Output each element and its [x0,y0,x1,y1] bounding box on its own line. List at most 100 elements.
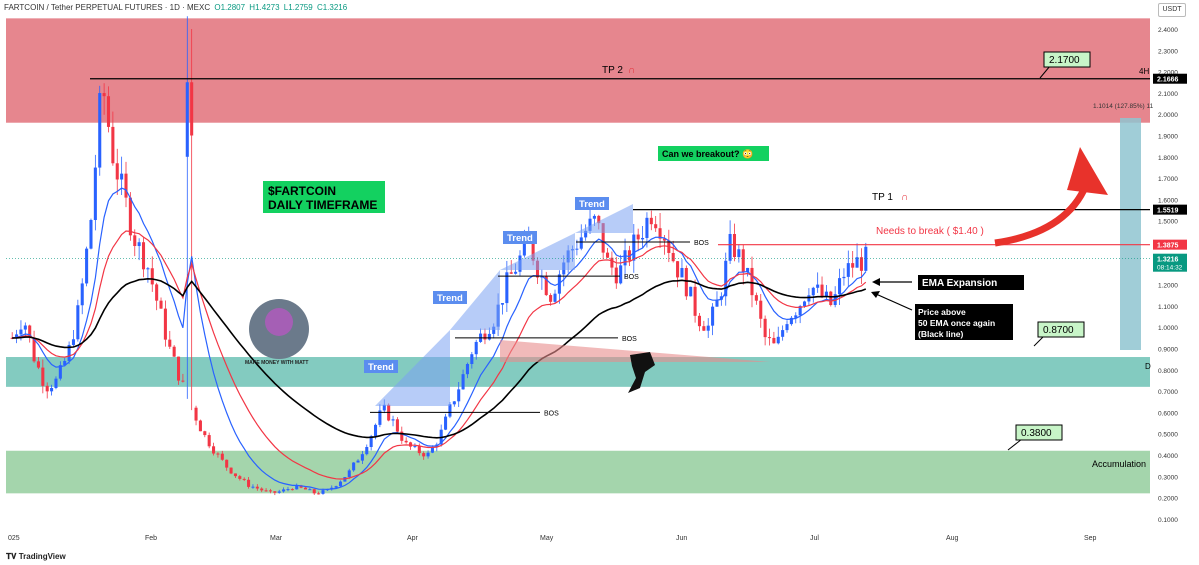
candle-body [177,356,181,381]
candle-body [233,473,237,477]
ninja-icon [628,352,655,393]
zone-0 [6,18,1150,123]
candle-body [382,404,386,411]
candle-body [430,447,434,453]
needs-break-label: Needs to break ( $1.40 ) [876,226,984,237]
target-0870-pointer [1033,335,1045,347]
target-0380-box [1015,424,1063,441]
x-tick-label: Feb [145,535,157,542]
candle-body [838,278,842,295]
x-tick-label: 025 [8,535,20,542]
candle-body [601,223,605,253]
candle-body [155,284,159,301]
red-arrow-head [1067,147,1108,195]
candle-body [575,248,579,250]
breakout-box [658,146,769,161]
x-tick-label: Aug [946,535,959,542]
candle-body [588,218,592,231]
candle-body [247,479,251,487]
tp1-label: TP 1 [872,192,893,203]
candle-body [422,453,426,457]
price-above-line-1: Price above [918,307,966,317]
brand-name: TradingView [18,552,66,561]
price-chart[interactable]: TP 2 ∩ TP 1 ∩ Needs to break ( $1.40 ) BOS BOS… [0,0,1199,548]
currency-badge[interactable]: USDT [1158,3,1186,17]
candle-body [715,299,719,307]
candle-body [461,374,465,390]
measure-label: 1.1014 (127.85%) 11 [1093,103,1154,110]
candle-body [452,401,456,405]
ohlc-open: O1.2807 [214,3,246,12]
candle-body [846,263,850,277]
candle-body [71,339,76,345]
bos-label-2: BOS [622,336,637,343]
candle-body [141,242,146,270]
candle-body [67,344,71,361]
candle-body [824,291,828,297]
candle-body [654,224,658,229]
candle-body [649,217,653,225]
candle-body [19,329,23,335]
candle-body [689,286,693,297]
candle-body [750,267,754,296]
ohlc-high: H1.4273 [249,3,280,12]
y-tick-label: 1.9000 [1158,134,1178,141]
candle-body [277,491,281,493]
y-tick-label: 1.8000 [1158,155,1178,162]
candle-body [627,250,631,261]
candle-body [619,265,623,284]
candle-body [181,380,185,382]
trend-label-2: Trend [507,233,533,244]
symbol-title: FARTCOIN / Tether PERPETUAL FUTURES · 1D… [4,3,211,12]
chart-footer: 𝐓𝐕 TradingView [0,548,1199,565]
trend-label-bg-1 [433,291,467,304]
magnet-icon: ∩ [628,65,635,76]
candle-body [505,272,509,304]
candle-body [225,459,229,468]
price-above-line-2: 50 EMA once again [918,318,995,328]
candle-body [50,387,54,392]
candle-body [483,333,487,340]
ema-expansion-text: EMA Expansion [922,278,997,289]
candle-body [312,489,316,494]
candle-body [106,96,111,127]
candle-body [855,257,859,268]
candle-body [273,491,277,493]
candle-body [373,424,378,437]
candle-body [789,317,793,325]
candle-body [347,470,351,478]
chart-header: FARTCOIN / Tether PERPETUAL FUTURES · 1D… [0,0,1159,16]
candle-body [299,485,303,488]
candle-body [829,291,833,306]
candle-body [360,454,364,461]
candle-body [45,385,49,392]
candle-body [851,263,855,268]
y-tick-label: 2.2000 [1158,70,1178,77]
candle-body [15,334,19,339]
candle-body [321,490,325,494]
trend-label-3: Trend [579,199,605,210]
candle-body [93,167,97,221]
candle-body [28,325,32,338]
candle-body [111,126,115,164]
candle-body [697,315,701,327]
x-tick-label: May [540,535,554,542]
trend-label-1: Trend [437,293,463,304]
candle-body [702,326,706,331]
trend-wedge-2 [450,270,500,330]
candle-body [242,478,246,480]
candle-body [203,431,207,436]
candle-body [365,447,369,455]
x-tick-label: Apr [407,535,419,542]
candle-body [864,246,868,271]
y-tick-label: 0.3000 [1158,474,1178,481]
price-label: 1.3216 [1157,257,1179,264]
price-label-bg [1153,253,1187,272]
candle-body [338,481,343,487]
y-tick-label: 0.5000 [1158,432,1178,439]
bos-label-3: BOS [544,410,559,417]
ema-arrow-head [872,278,880,286]
candle-body [614,267,618,284]
candle-body [444,416,448,430]
y-tick-label: 0.9000 [1158,347,1178,354]
